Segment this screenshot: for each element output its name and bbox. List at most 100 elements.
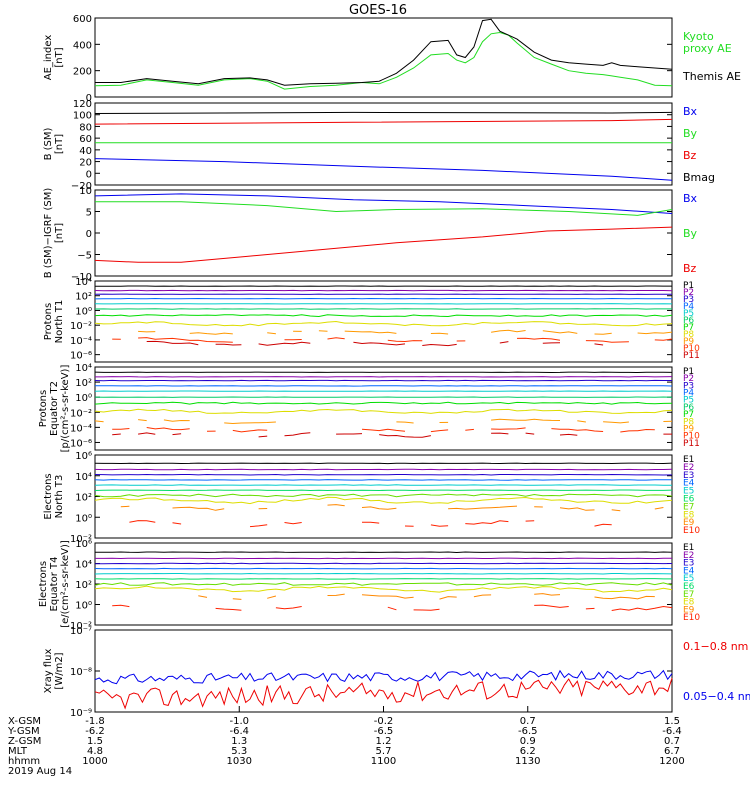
y-tick-label: 60 [79,134,92,145]
legend-entry: P7 [683,410,694,420]
legend-entry: E10 [683,613,700,623]
y-tick-label: 10⁶ [75,451,92,462]
legend-entry: P2 [683,374,694,384]
ephemeris-value: 0.9 [520,736,536,747]
panel-xray: Xray flux[W/m2] 10⁻⁷ 10⁻⁸ 10⁻⁹ 0.1−0.8 nm 0.0… [43,626,750,719]
ephemeris-value: -1.8 [85,716,105,727]
series-line [94,578,672,580]
series-line [94,473,673,476]
legend-entry: E9 [683,518,695,528]
legend-entry: P5 [683,309,694,319]
legend-entry: Kyoto [683,30,714,43]
legend-entry: P7 [683,323,694,333]
y-tick-label: 10⁰ [75,601,92,612]
ephemeris-value: 1.5 [664,716,680,727]
legend-entry: 0.05−0.4 nm [683,690,750,703]
series-line [94,314,673,318]
y-tick-label: 120 [73,99,92,110]
ephemeris-value: 5.7 [376,746,392,757]
y-tick-label: 10⁰ [75,306,92,317]
series-line [112,604,673,611]
series-line [94,111,673,114]
ephemeris-label: MLT [8,746,28,757]
legend-entry: Bmag [683,171,715,184]
legend-entry: E2 [683,551,694,561]
legend-entry: Bz [683,149,697,162]
series-line [94,572,673,575]
ephemeris-value: -6.4 [662,726,682,737]
ephemeris-label: hhmm [8,756,40,767]
y-tick-label: 10⁻⁶ [70,351,92,362]
series-line [112,432,672,438]
ephemeris-value: 1030 [227,756,252,767]
ephemeris-value: 1200 [659,756,684,767]
y-axis-label: ProtonsEquator T2[p/(cm²-s-sr-keV)] [38,365,71,453]
y-tick-label: 10⁴ [75,560,92,571]
series-line [94,551,673,554]
y-tick-label: 10² [75,580,92,591]
legend-entry: P5 [683,396,694,406]
ephemeris-value: 1.3 [231,736,247,747]
series-line [94,408,673,414]
y-tick-label: 10 [79,186,92,197]
series-line [94,118,673,125]
y-tick-label: 10⁴ [75,363,92,374]
y-tick-label: 10⁻⁴ [70,336,92,347]
series-line [95,557,673,560]
panel-frame [94,280,673,363]
panel-bigrf: B (SM)−IGRF (SM)[nT] −10 −5 0 5 10 Bx By Bz [43,186,698,283]
y-axis-label: Xray flux[W/m2] [43,649,65,694]
ephemeris-value: 0.7 [520,716,536,727]
legend-entry: E7 [683,502,694,512]
y-tick-label: −5 [77,251,92,262]
legend-entry: Bx [683,192,698,205]
legend-entry: P9 [683,424,694,434]
legend-entry: P11 [683,351,700,361]
y-tick-label: 5 [86,208,92,219]
legend-entry: E3 [683,559,694,569]
panel-frame [94,454,673,539]
panel-frame [94,366,673,451]
y-tick-label: −20 [71,181,92,192]
series-line [94,193,673,214]
series-line [95,201,673,216]
y-tick-label: 10⁻⁴ [70,423,92,434]
ephemeris-value: 6.7 [664,746,680,757]
y-tick-label: 10⁻⁷ [70,626,92,637]
legend-entry: Bz [683,262,697,275]
y-tick-label: 0 [86,93,92,104]
y-axis-label: ProtonsNorth T1 [43,300,65,344]
legend-entry: P8 [683,330,694,340]
legend-entry: E8 [683,510,695,520]
y-tick-label: 10⁰ [75,393,92,404]
series-line [94,401,673,405]
series-line [94,489,673,492]
ephemeris-value: 6.2 [520,746,536,757]
legend-entry: E7 [683,590,694,600]
panel-frame [94,629,673,713]
series-line [94,669,673,685]
y-tick-label: 10⁴ [75,472,92,483]
y-tick-label: 10⁻⁸ [70,667,92,678]
series-line [94,585,673,593]
ephemeris-value: 1.2 [376,736,392,747]
legend-entry: P10 [683,344,700,354]
panel-elec_t4: ElectronsEquator T4[e/(cm²-s-sr-keV)] 10⁶… [38,539,700,632]
y-tick-label: 10² [75,292,92,303]
y-tick-label: 10⁻² [70,621,92,632]
y-tick-label: 400 [73,40,92,51]
series-line [95,562,673,565]
ephemeris-value: -6.5 [518,726,538,737]
series-line [94,582,673,586]
legend-entry: E1 [683,543,694,553]
legend-entry: P6 [683,403,694,413]
series-line [198,593,655,600]
legend-entry: E10 [683,526,700,536]
panel-frame [94,17,673,98]
y-tick-label: 10⁻⁶ [70,438,92,449]
legend-entry: P10 [683,432,700,442]
series-line [138,329,673,335]
series-line [94,31,673,90]
series-line [112,428,672,433]
